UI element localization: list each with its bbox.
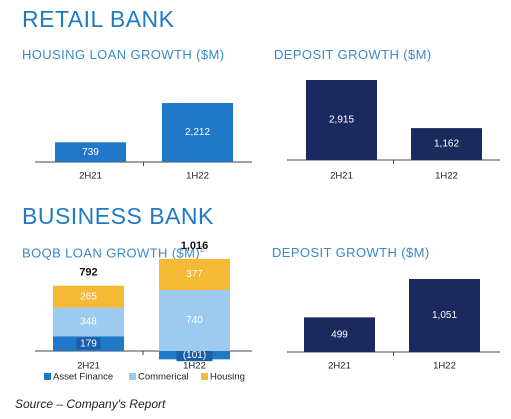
housing-loan-value-label-1h22: 2,212: [185, 127, 210, 138]
boqb-legend-label-commercial: Commerical: [138, 372, 189, 383]
boqb-total-label-2h21: 792: [79, 267, 97, 279]
retail-deposit-bar-1h22: [411, 128, 482, 160]
boqb-commercial-value-label-2h21: 348: [80, 317, 97, 328]
boqb-category-label-2h21: 2H21: [77, 361, 100, 372]
boqb-housing-value-label-1h22: 377: [186, 269, 203, 280]
business-deposit-bar-2h21: [304, 317, 375, 352]
housing-loan-bar-2h21: [55, 142, 126, 162]
housing-loan-value-label-2h21: 739: [82, 147, 99, 158]
boqb-loan-growth-title: BOQB LOAN GROWTH ($M)2: [22, 245, 205, 260]
business-deposit-value-label-2h21: 499: [331, 329, 348, 340]
housing-loan-growth-title: HOUSING LOAN GROWTH ($M): [22, 47, 225, 62]
business-deposit-category-label-2h21: 2H21: [328, 361, 351, 372]
retail-deposit-value-label-1h22: 1,162: [434, 139, 459, 150]
boqb-legend-swatch-housing: [201, 373, 208, 380]
housing-loan-bar-1h22: [162, 103, 233, 162]
boqb-legend-swatch-commercial: [129, 373, 136, 380]
business-bank-heading: BUSINESS BANK: [22, 203, 214, 229]
retail-deposit-category-label-2h21: 2H21: [330, 171, 353, 182]
boqb-asset-finance-label-box-1h22: [176, 349, 213, 362]
boqb-loan-growth-title-superscript: 2: [200, 245, 205, 254]
boqb-legend-swatch-asset-finance: [44, 373, 51, 380]
boqb-housing-segment-1h22: [159, 258, 230, 290]
boqb-asset-finance-value-label-1h22: (101): [183, 350, 206, 361]
retail-bank-heading: RETAIL BANK: [22, 6, 175, 32]
boqb-commercial-segment-2h21: [53, 307, 124, 337]
business-deposit-category-label-1h22: 1H22: [433, 361, 456, 372]
boqb-category-label-1h22: 1H22: [183, 361, 206, 372]
boqb-loan-growth-title-text: BOQB LOAN GROWTH ($M): [22, 245, 201, 261]
business-deposit-growth-title: DEPOSIT GROWTH ($M): [272, 245, 430, 260]
boqb-commercial-segment-1h22: [159, 290, 230, 351]
boqb-total-label-1h22: 1,016: [181, 240, 209, 252]
retail-deposit-category-label-1h22: 1H22: [435, 171, 458, 182]
boqb-asset-finance-value-label-2h21: 179: [80, 338, 97, 349]
housing-loan-category-label-2h21: 2H21: [79, 171, 102, 182]
boqb-housing-segment-2h21: [53, 285, 124, 308]
boqb-legend-label-asset-finance: Asset Finance: [53, 372, 113, 383]
boqb-housing-value-label-2h21: 265: [80, 291, 97, 302]
boqb-legend-label-housing: Housing: [210, 372, 245, 383]
source-note: Source – Company's Report: [15, 397, 166, 411]
retail-deposit-value-label-2h21: 2,915: [329, 115, 354, 126]
business-deposit-bar-1h22: [409, 279, 480, 352]
boqb-commercial-value-label-1h22: 740: [186, 315, 203, 326]
boqb-asset-finance-label-box-2h21: [76, 337, 101, 350]
retail-deposit-bar-2h21: [306, 80, 377, 160]
business-deposit-value-label-1h22: 1,051: [432, 310, 457, 321]
housing-loan-category-label-1h22: 1H22: [186, 171, 209, 182]
retail-deposit-growth-title: DEPOSIT GROWTH ($M): [274, 47, 432, 62]
